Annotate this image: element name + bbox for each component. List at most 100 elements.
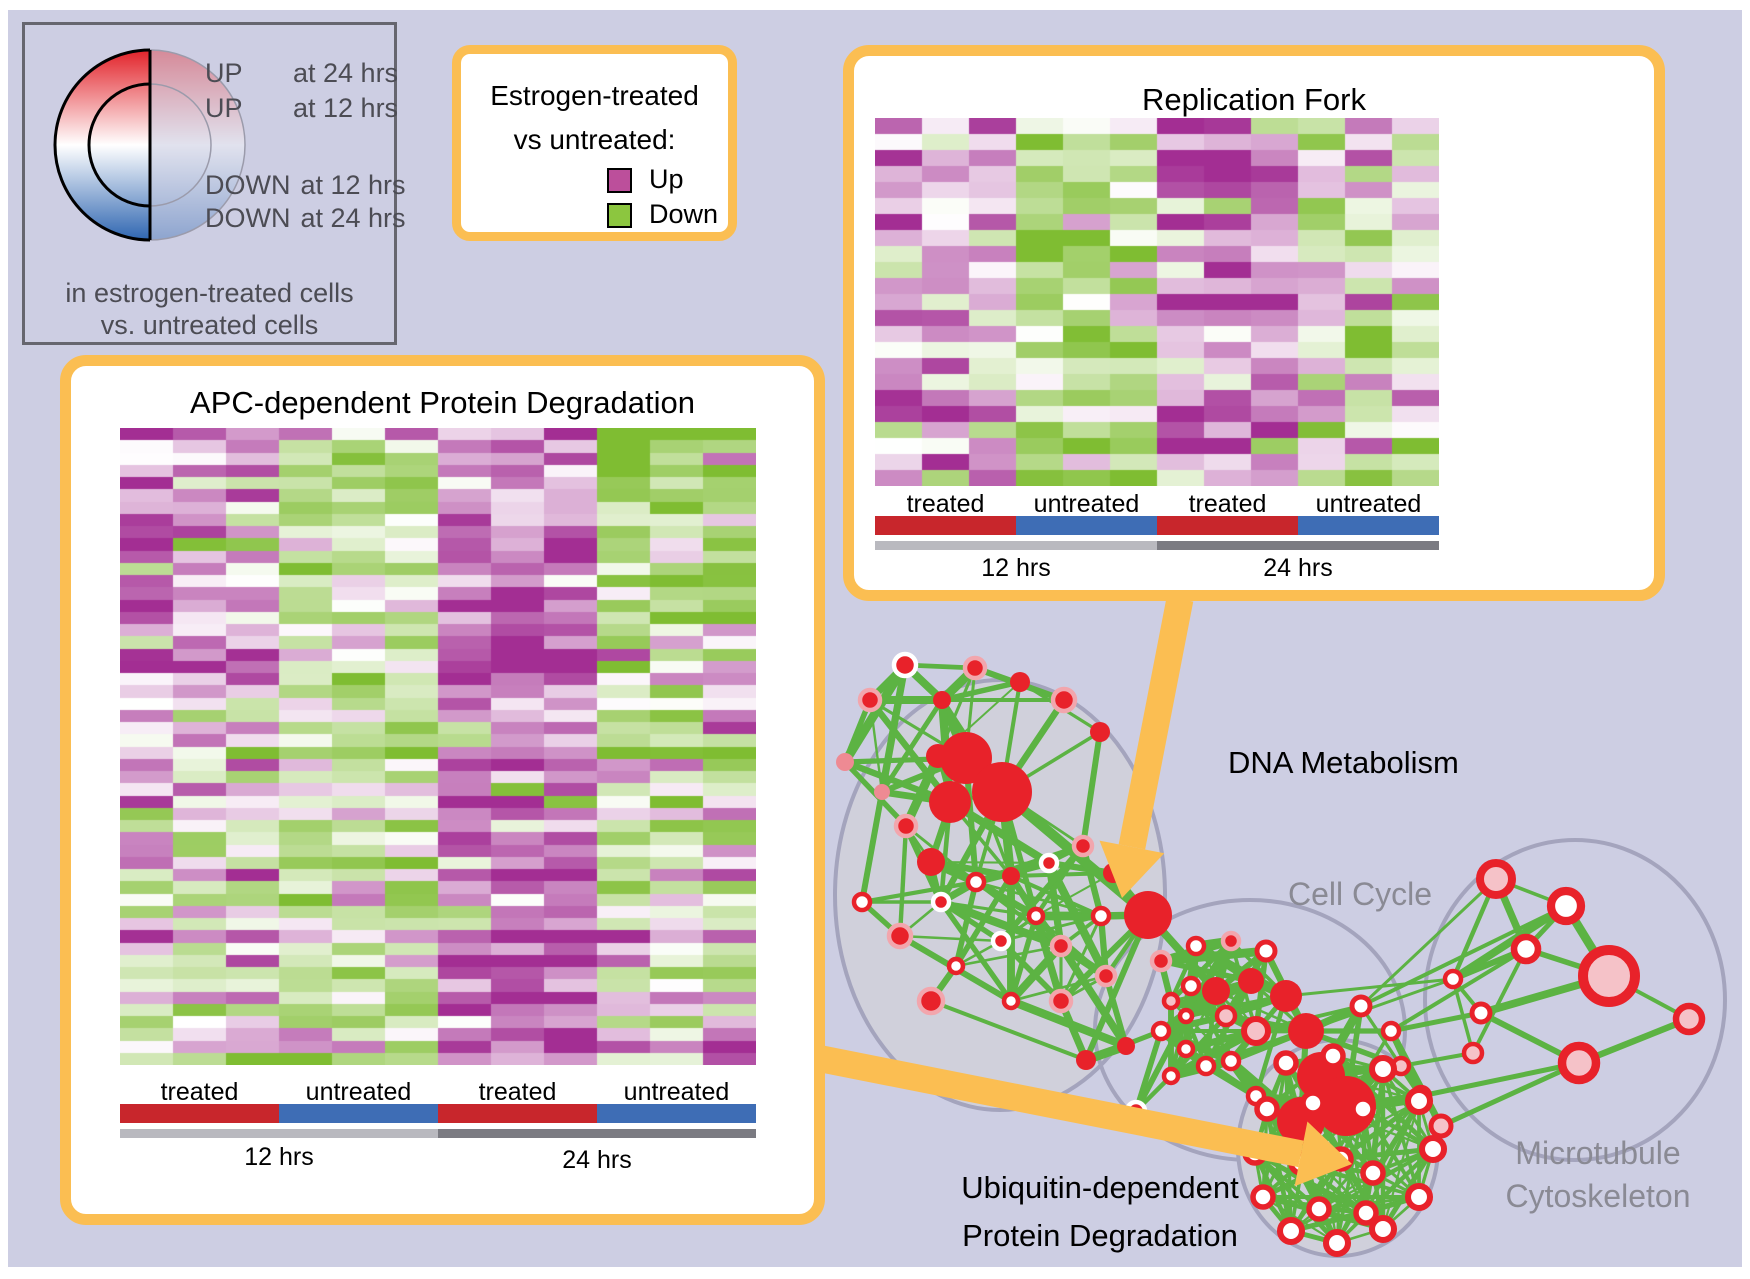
cluster-label-microtubule-line2: Cytoskeleton	[1505, 1178, 1691, 1214]
apc-12hrs-label: 12 hrs	[244, 1143, 314, 1171]
network-edge	[974, 880, 1063, 948]
rf-group-label-1: untreated	[1033, 490, 1140, 518]
apc-12hrs-bar	[120, 1129, 438, 1138]
network-node	[1001, 991, 1021, 1011]
network-node	[1202, 977, 1230, 1005]
network-edge	[1305, 977, 1454, 1033]
network-node	[1177, 1007, 1195, 1025]
apc-untreated-bar-24	[597, 1104, 756, 1123]
legend-time: at 12 hrs	[293, 93, 399, 123]
network-node	[1149, 949, 1173, 973]
rf-24hrs-label: 24 hrs	[1263, 554, 1333, 582]
network-edge	[1008, 943, 1064, 1004]
network-edge	[897, 825, 909, 937]
replication-fork-title: Replication Fork	[1142, 82, 1366, 117]
network-edge	[861, 879, 977, 905]
network-edge	[1362, 1108, 1420, 1198]
network-node	[891, 651, 919, 679]
network-node	[990, 930, 1012, 952]
network-edge	[1360, 904, 1567, 1008]
network-node	[1270, 980, 1302, 1012]
network-node	[972, 762, 1032, 822]
network-node	[1353, 1200, 1379, 1226]
network-node	[946, 956, 966, 976]
arrow-head-replication-fork-to-dna	[1099, 840, 1165, 898]
network-node	[929, 781, 971, 823]
network-node	[933, 691, 951, 709]
network-node	[1254, 1096, 1280, 1122]
network-edge	[953, 874, 1014, 968]
network-node	[1320, 1043, 1346, 1069]
network-node	[1273, 1050, 1299, 1076]
network-node	[857, 687, 883, 713]
network-edge	[998, 844, 1086, 943]
estrogen-legend-title-line2: vs untreated:	[513, 124, 676, 155]
estrogen-legend-box: Estrogen-treated vs untreated: Up Down	[452, 45, 737, 241]
rf-24hrs-bar	[1157, 541, 1439, 550]
rf-treated-bar-12	[875, 516, 1016, 535]
apc-group-label-1: untreated	[305, 1078, 412, 1106]
network-node	[1557, 1041, 1601, 1085]
network-node	[1404, 1086, 1434, 1116]
network-node	[1418, 1134, 1448, 1164]
network-edge	[1133, 1014, 1189, 1113]
network-node	[1510, 933, 1542, 965]
network-node	[1038, 852, 1060, 874]
cluster-ellipse-mt	[1423, 838, 1727, 1162]
updown-circle-glyph	[53, 48, 246, 242]
network-edge	[1389, 947, 1528, 1033]
legend-dir: DOWN	[205, 203, 291, 233]
arrow-shaft-replication-fork-to-dna	[1118, 596, 1194, 850]
network-edge	[938, 900, 1014, 1003]
network-node	[916, 986, 946, 1016]
legend-row-down12: DOWN at 12 hrs	[205, 170, 406, 201]
legend-time: at 24 hrs	[293, 58, 399, 88]
network-node	[836, 753, 854, 771]
network-node	[1578, 945, 1640, 1007]
network-node	[1349, 994, 1373, 1018]
network-node	[1185, 935, 1207, 957]
network-node	[965, 871, 987, 893]
network-node	[1254, 939, 1278, 963]
figure-canvas: UP at 24 hrs UP at 12 hrs DOWN at 12 hrs…	[8, 10, 1742, 1267]
apc-title: APC-dependent Protein Degradation	[190, 385, 695, 420]
up-color-swatch	[607, 168, 632, 193]
network-node	[1214, 1004, 1238, 1028]
network-edge	[1133, 1030, 1164, 1112]
apc-group-label-2: treated	[478, 1078, 557, 1106]
network-edge	[1264, 1108, 1294, 1232]
network-edge	[1008, 915, 1039, 1002]
network-edge	[1471, 948, 1528, 1054]
replication-fork-panel: Replication Fork treated untreated treat…	[843, 45, 1665, 601]
apc-untreated-bar-12	[279, 1104, 438, 1123]
network-node	[1117, 1037, 1135, 1055]
cluster-label-ubiquitin-line2: Protein Degradation	[962, 1218, 1238, 1253]
network-edge	[1253, 1151, 1321, 1211]
network-node	[1288, 1013, 1324, 1049]
network-edge	[901, 754, 943, 828]
network-edge	[1450, 902, 1569, 983]
network-edge	[930, 999, 1087, 1062]
network-node	[1476, 859, 1516, 899]
rf-untreated-bar-24	[1298, 516, 1439, 535]
network-edge	[1000, 914, 1102, 943]
network-node	[1124, 891, 1172, 939]
network-node	[1276, 1216, 1306, 1246]
network-node	[1220, 1050, 1242, 1072]
updown-legend-box: UP at 24 hrs UP at 12 hrs DOWN at 12 hrs…	[22, 22, 406, 345]
cluster-label-ubiquitin-line1: Ubiquitin-dependent	[961, 1170, 1239, 1205]
network-node	[1404, 1182, 1434, 1212]
legend-time: at 24 hrs	[300, 203, 406, 233]
rf-untreated-bar-12	[1016, 516, 1157, 535]
network-node	[1002, 867, 1020, 885]
cluster-label-cell-cycle: Cell Cycle	[1288, 876, 1433, 912]
network-node	[1176, 1039, 1196, 1059]
network-node	[1368, 1214, 1398, 1244]
network-node	[1350, 1096, 1376, 1122]
network-edge	[1420, 1060, 1580, 1099]
arrow-shaft-apc-to-ubiquitin	[819, 1045, 1304, 1168]
network-node	[1071, 834, 1095, 858]
network-node	[1195, 1055, 1217, 1077]
network-node	[1220, 930, 1242, 952]
